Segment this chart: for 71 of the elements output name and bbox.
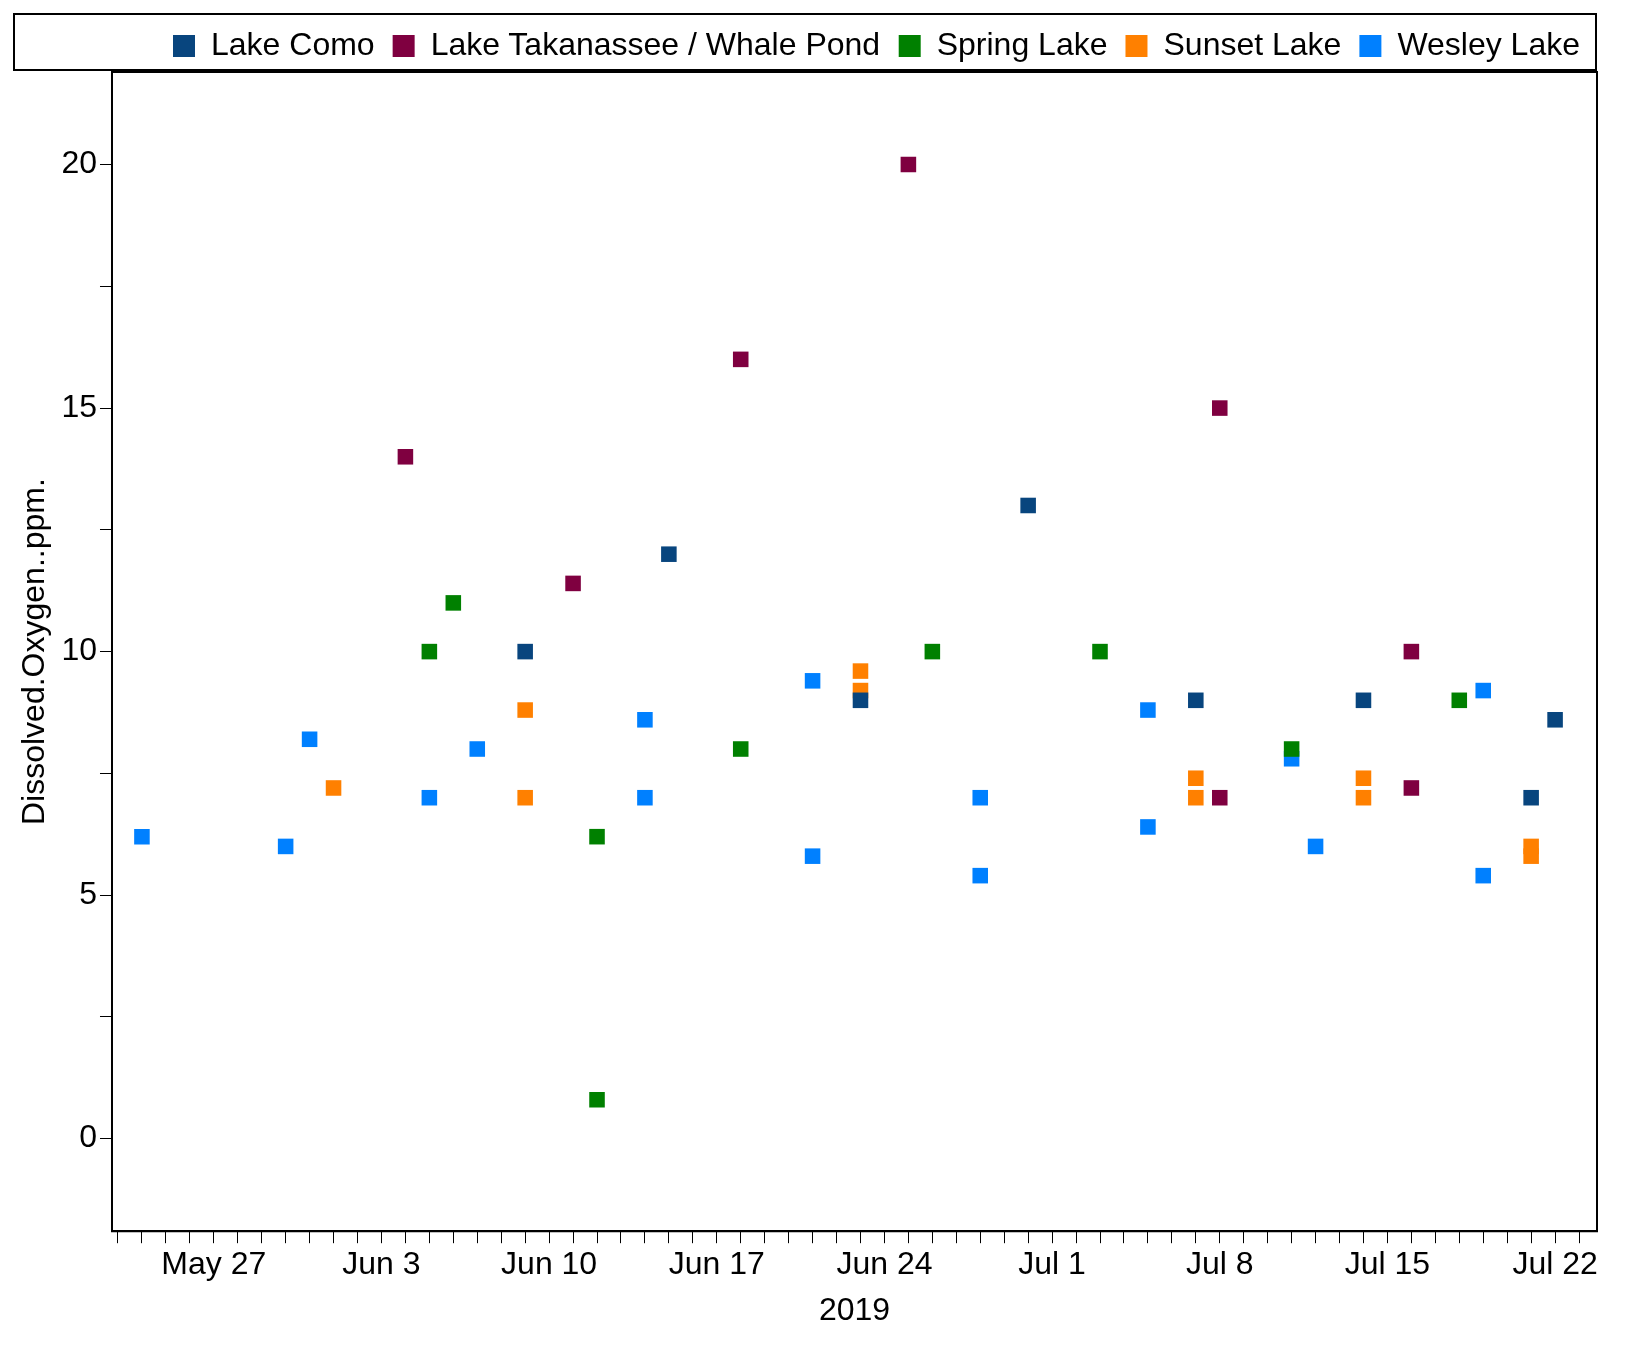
y-tick-label: 10 bbox=[61, 631, 97, 668]
point bbox=[1092, 643, 1108, 660]
legend-label: Spring Lake bbox=[936, 25, 1108, 62]
point bbox=[325, 780, 342, 796]
x-tick-label: Jul 22 bbox=[1512, 1245, 1598, 1282]
point bbox=[972, 789, 989, 806]
point bbox=[565, 575, 581, 592]
point bbox=[804, 848, 821, 864]
point bbox=[1403, 780, 1420, 796]
point bbox=[637, 789, 653, 806]
x-axis-title: 2019 bbox=[818, 1290, 891, 1327]
legend-label: Wesley Lake bbox=[1397, 25, 1580, 62]
point bbox=[277, 838, 294, 855]
point bbox=[1020, 497, 1036, 514]
x-tick-label: Jul 8 bbox=[1185, 1245, 1254, 1282]
point bbox=[301, 731, 318, 748]
point bbox=[1355, 770, 1372, 787]
x-tick-label: Jun 3 bbox=[342, 1245, 421, 1282]
point bbox=[445, 595, 462, 611]
point bbox=[469, 741, 486, 757]
point bbox=[517, 702, 533, 718]
legend-label: Lake Takanassee / Whale Pond bbox=[430, 25, 881, 62]
point bbox=[1523, 848, 1539, 864]
point bbox=[1523, 789, 1539, 806]
point bbox=[589, 828, 605, 845]
point bbox=[732, 741, 749, 757]
point bbox=[924, 643, 941, 660]
point bbox=[1475, 682, 1492, 699]
point bbox=[1355, 692, 1372, 709]
point bbox=[397, 449, 414, 465]
point bbox=[1140, 702, 1156, 718]
legend-label: Sunset Lake bbox=[1163, 25, 1342, 62]
x-tick-label: May 27 bbox=[161, 1245, 267, 1282]
point bbox=[972, 867, 989, 884]
point bbox=[1211, 789, 1228, 806]
point bbox=[1140, 819, 1156, 835]
point bbox=[661, 546, 677, 562]
point bbox=[637, 712, 653, 728]
point bbox=[517, 643, 533, 660]
point bbox=[900, 156, 917, 173]
y-tick-label: 20 bbox=[61, 144, 97, 181]
point bbox=[852, 663, 869, 679]
x-tick-label: Jun 24 bbox=[836, 1245, 933, 1282]
point bbox=[1355, 789, 1372, 806]
point bbox=[134, 828, 150, 845]
legend-label: Lake Como bbox=[211, 25, 375, 62]
point bbox=[589, 1091, 605, 1108]
point bbox=[1475, 867, 1492, 884]
y-axis-title: Dissolved.Oxygen..ppm. bbox=[15, 478, 52, 826]
point bbox=[421, 789, 438, 806]
point bbox=[1188, 789, 1204, 806]
point bbox=[517, 789, 533, 806]
point bbox=[852, 692, 869, 709]
x-tick-label: Jun 17 bbox=[668, 1245, 765, 1282]
y-tick-label: 0 bbox=[79, 1118, 97, 1155]
point bbox=[804, 673, 821, 689]
point bbox=[1283, 741, 1300, 757]
point bbox=[1451, 692, 1468, 709]
point bbox=[1188, 770, 1204, 787]
point bbox=[1211, 400, 1228, 416]
point bbox=[1403, 643, 1420, 660]
point bbox=[1547, 712, 1563, 728]
x-tick-label: Jul 15 bbox=[1344, 1245, 1431, 1282]
y-tick-label: 15 bbox=[61, 387, 97, 424]
point bbox=[421, 643, 438, 660]
x-tick-label: Jul 1 bbox=[1018, 1245, 1086, 1282]
point bbox=[732, 351, 749, 368]
point bbox=[1188, 692, 1204, 709]
x-tick-label: Jun 10 bbox=[501, 1245, 598, 1282]
y-tick-label: 5 bbox=[79, 874, 97, 911]
point bbox=[1307, 838, 1324, 855]
